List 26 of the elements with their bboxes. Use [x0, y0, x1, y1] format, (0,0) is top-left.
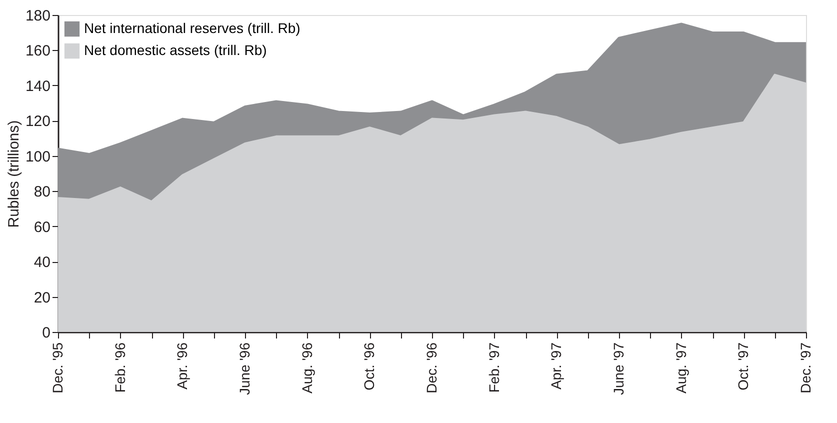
legend-label: Net domestic assets (trill. Rb) [84, 42, 267, 58]
x-tick-label: Dec. '96 [424, 342, 440, 394]
y-tick-label: 100 [25, 148, 50, 166]
y-tick-label: 160 [25, 42, 50, 60]
y-tick-label: 180 [25, 8, 50, 24]
y-tick-label: 120 [25, 113, 50, 130]
x-tick-label: Aug. '97 [672, 342, 689, 394]
y-tick-label: 0 [42, 324, 50, 342]
x-tick-label: Dec. '95 [50, 342, 66, 394]
x-tick-label: Feb. '96 [112, 342, 128, 393]
x-tick-label: Dec. '97 [798, 342, 814, 394]
y-tick-label: 20 [34, 289, 50, 306]
x-tick-label: Apr. '96 [174, 342, 190, 390]
y-tick-label: 140 [25, 78, 50, 95]
y-tick-label: 60 [34, 218, 50, 236]
y-tick-label: 80 [34, 184, 50, 201]
legend-label: Net international reserves (trill. Rb) [84, 20, 300, 36]
x-tick-label: Feb. '97 [486, 342, 502, 393]
x-tick-label: Aug. '96 [298, 342, 315, 394]
x-tick-label: June '96 [236, 342, 252, 395]
x-tick-label: Oct. '96 [361, 342, 378, 390]
x-tick-label: Apr. '97 [548, 342, 564, 390]
y-axis-title: Rubles (trillions) [5, 120, 22, 228]
y-tick-label: 40 [34, 254, 50, 272]
x-tick-label: Oct. '97 [735, 342, 752, 390]
x-tick-label: June '97 [610, 342, 626, 395]
